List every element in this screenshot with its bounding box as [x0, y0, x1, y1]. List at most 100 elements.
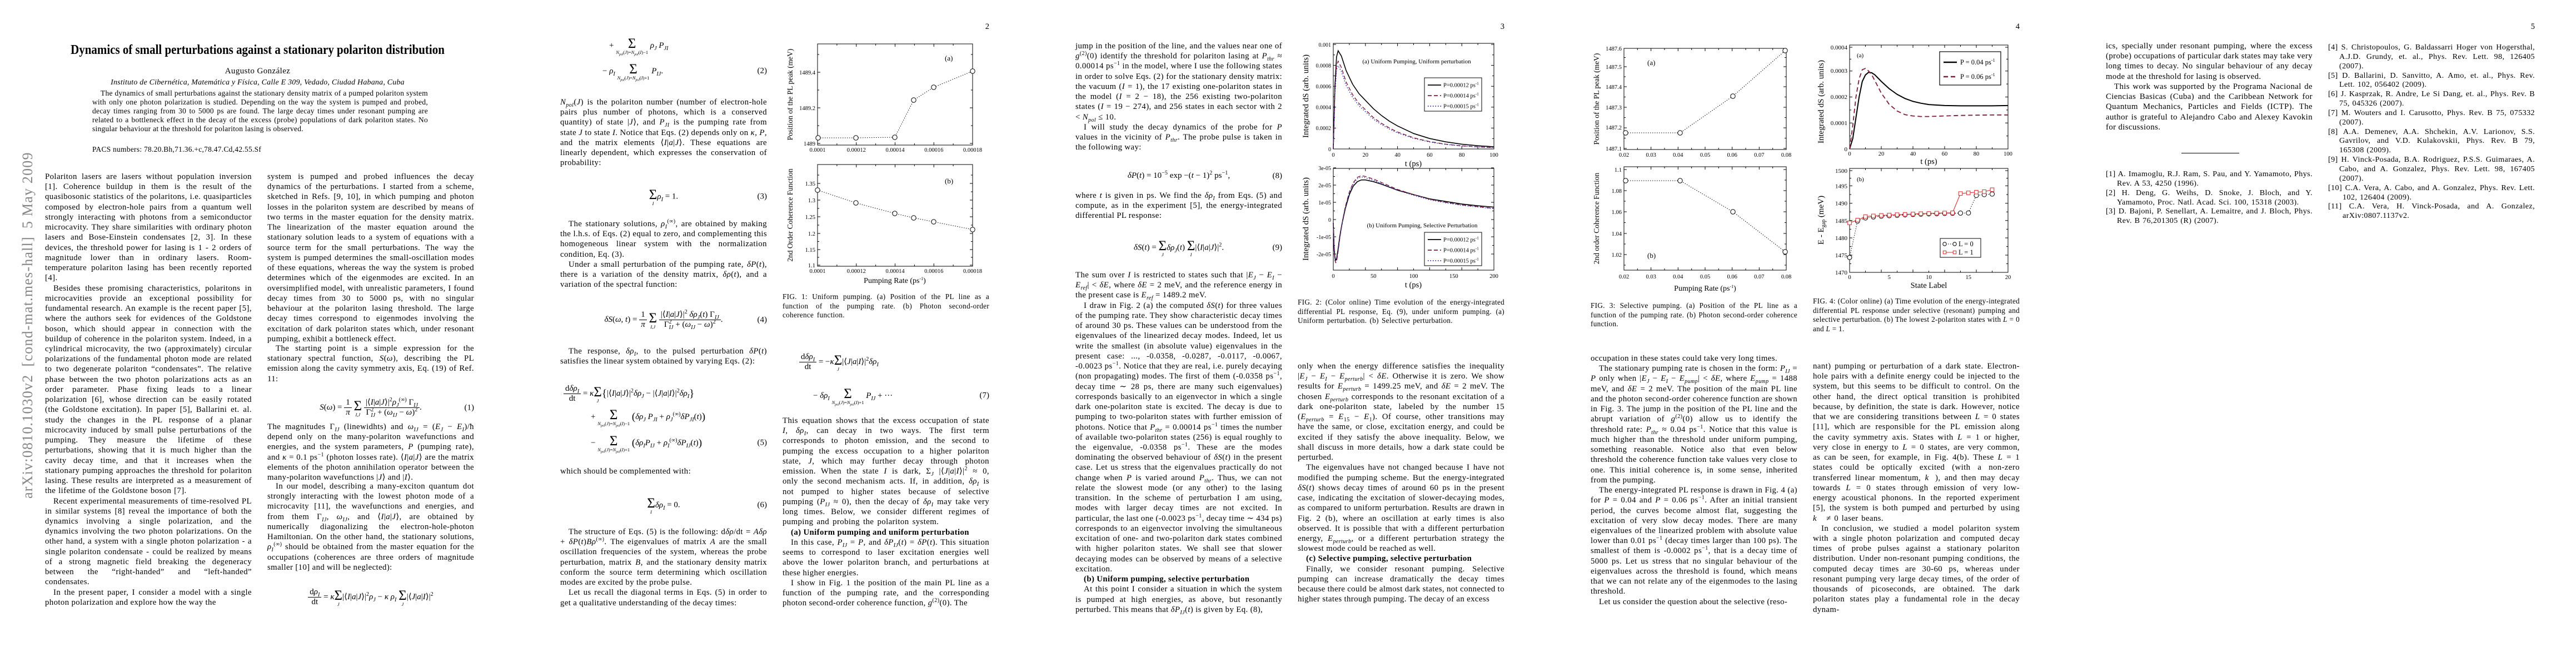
svg-text:1487.4: 1487.4 — [1606, 84, 1622, 91]
svg-text:1495: 1495 — [1835, 183, 1848, 190]
svg-text:0.00018: 0.00018 — [963, 268, 982, 275]
svg-text:1.35: 1.35 — [805, 181, 815, 187]
svg-text:1489.2: 1489.2 — [799, 106, 815, 112]
svg-text:-2e-05: -2e-05 — [1317, 252, 1331, 258]
svg-text:1.04: 1.04 — [1612, 231, 1622, 237]
svg-text:80: 80 — [1974, 151, 1980, 157]
svg-text:0.0008: 0.0008 — [1316, 63, 1332, 69]
svg-text:40: 40 — [1910, 151, 1916, 157]
svg-text:Integrated dS (arb. units): Integrated dS (arb. units) — [1818, 60, 1826, 143]
svg-text:1.25: 1.25 — [805, 215, 815, 221]
svg-text:1487.6: 1487.6 — [1606, 46, 1622, 52]
svg-text:40: 40 — [1394, 152, 1401, 158]
svg-text:0.02: 0.02 — [1619, 274, 1629, 280]
svg-text:150: 150 — [1449, 273, 1458, 280]
svg-text:P=0.00012 ps-1: P=0.00012 ps-1 — [1443, 236, 1479, 243]
svg-text:0.0001: 0.0001 — [810, 147, 826, 153]
svg-text:P = 0.06 ps-1: P = 0.06 ps-1 — [1960, 72, 1995, 81]
svg-text:L = 1: L = 1 — [1959, 248, 1974, 256]
svg-text:0.0004: 0.0004 — [1316, 104, 1332, 111]
svg-text:1500: 1500 — [1835, 168, 1848, 175]
svg-text:P = 0.04 ps-1: P = 0.04 ps-1 — [1960, 58, 1995, 66]
svg-text:0.05: 0.05 — [1700, 152, 1710, 158]
svg-text:1e-05: 1e-05 — [1318, 200, 1331, 206]
svg-text:1.1: 1.1 — [1615, 167, 1622, 173]
svg-text:0.0003: 0.0003 — [1831, 68, 1848, 74]
svg-text:(b) Uniform Pumping, Selective: (b) Uniform Pumping, Selective Perturbat… — [1367, 222, 1478, 229]
svg-text:20: 20 — [2005, 275, 2011, 281]
svg-text:(a) Uniform Pumping, Uniform p: (a) Uniform Pumping, Uniform perturbatio… — [1362, 58, 1471, 65]
svg-text:100: 100 — [1409, 273, 1418, 280]
svg-text:1487.3: 1487.3 — [1606, 105, 1622, 111]
svg-text:1487.1: 1487.1 — [1606, 146, 1622, 152]
svg-text:1.02: 1.02 — [1612, 252, 1622, 258]
svg-text:P=0.00015 ps-1: P=0.00015 ps-1 — [1443, 103, 1479, 110]
svg-text:20: 20 — [1363, 152, 1369, 158]
svg-text:100: 100 — [1489, 152, 1498, 158]
svg-text:1489: 1489 — [804, 141, 815, 147]
svg-text:P=0.00014 ps-1: P=0.00014 ps-1 — [1443, 247, 1479, 254]
svg-text:60: 60 — [1942, 151, 1948, 157]
svg-text:1.2: 1.2 — [808, 231, 815, 237]
svg-text:0.05: 0.05 — [1700, 274, 1710, 280]
svg-text:80: 80 — [1459, 152, 1465, 158]
svg-text:60: 60 — [1427, 152, 1433, 158]
svg-text:(b): (b) — [945, 177, 953, 185]
svg-text:0.0001: 0.0001 — [1831, 120, 1847, 127]
svg-text:P=0.00015 ps-1: P=0.00015 ps-1 — [1443, 257, 1479, 265]
svg-text:0: 0 — [1848, 275, 1851, 281]
svg-text:100: 100 — [2004, 151, 2012, 157]
svg-text:1.3: 1.3 — [808, 198, 815, 204]
svg-text:1480: 1480 — [1835, 235, 1848, 242]
svg-text:(b): (b) — [1647, 251, 1656, 260]
svg-text:0.0002: 0.0002 — [1831, 94, 1847, 101]
svg-text:State Label: State Label — [1911, 281, 1947, 290]
svg-text:1.1: 1.1 — [808, 263, 815, 269]
svg-text:1487.5: 1487.5 — [1606, 64, 1622, 71]
svg-text:0.00016: 0.00016 — [924, 147, 943, 153]
svg-text:0: 0 — [1332, 152, 1334, 158]
svg-text:0.02: 0.02 — [1619, 152, 1629, 158]
svg-text:1487.2: 1487.2 — [1606, 125, 1622, 131]
svg-text:0: 0 — [1332, 273, 1334, 280]
svg-text:t (ps): t (ps) — [1405, 281, 1422, 290]
svg-text:2nd order Coherence Function: 2nd order Coherence Function — [1592, 172, 1601, 264]
svg-text:Pumping Rate (ps-1): Pumping Rate (ps-1) — [1674, 284, 1736, 293]
svg-text:0.04: 0.04 — [1673, 274, 1683, 280]
svg-text:P=0.00014 ps-1: P=0.00014 ps-1 — [1443, 92, 1479, 99]
svg-text:Integrated dS (arb. units): Integrated dS (arb. units) — [1303, 177, 1311, 261]
svg-text:Integrated dS (arb. units): Integrated dS (arb. units) — [1303, 54, 1311, 138]
svg-text:3e-05: 3e-05 — [1318, 166, 1331, 172]
svg-text:200: 200 — [1489, 273, 1498, 280]
svg-text:(a): (a) — [945, 54, 953, 62]
svg-text:L = 0: L = 0 — [1959, 240, 1974, 248]
svg-text:1489.4: 1489.4 — [799, 70, 816, 76]
svg-text:0.00012: 0.00012 — [847, 147, 866, 153]
svg-text:0.0004: 0.0004 — [1831, 44, 1848, 51]
svg-text:10: 10 — [1926, 275, 1932, 281]
svg-text:2e-05: 2e-05 — [1318, 183, 1331, 189]
svg-text:E - Egap (meV): E - Egap (meV) — [1818, 196, 1827, 245]
svg-text:0: 0 — [1848, 151, 1851, 157]
svg-text:2nd Order Coherence Function: 2nd Order Coherence Function — [788, 168, 794, 262]
svg-text:0: 0 — [1328, 147, 1331, 153]
svg-text:1490: 1490 — [1835, 201, 1848, 207]
svg-text:0.001: 0.001 — [1319, 42, 1332, 48]
svg-text:1.08: 1.08 — [1612, 188, 1622, 195]
svg-text:Position of the PL peak (meV): Position of the PL peak (meV) — [788, 49, 794, 141]
svg-text:50: 50 — [1371, 273, 1377, 280]
svg-text:1485: 1485 — [1835, 218, 1848, 225]
svg-text:0.00014: 0.00014 — [885, 147, 905, 153]
svg-text:1.15: 1.15 — [805, 247, 815, 253]
svg-text:P=0.00012 ps-1: P=0.00012 ps-1 — [1443, 82, 1479, 89]
svg-text:5: 5 — [1888, 275, 1891, 281]
svg-text:(a): (a) — [1647, 58, 1655, 67]
svg-text:0.03: 0.03 — [1646, 152, 1656, 158]
svg-text:0.07: 0.07 — [1754, 274, 1764, 280]
svg-text:0.00014: 0.00014 — [885, 268, 905, 275]
svg-text:0.07: 0.07 — [1754, 152, 1764, 158]
svg-text:t (ps): t (ps) — [1920, 157, 1937, 166]
svg-text:Pumping Rate (ps-1): Pumping Rate (ps-1) — [864, 276, 926, 285]
svg-text:0.0001: 0.0001 — [810, 268, 826, 275]
svg-text:1475: 1475 — [1835, 252, 1848, 259]
